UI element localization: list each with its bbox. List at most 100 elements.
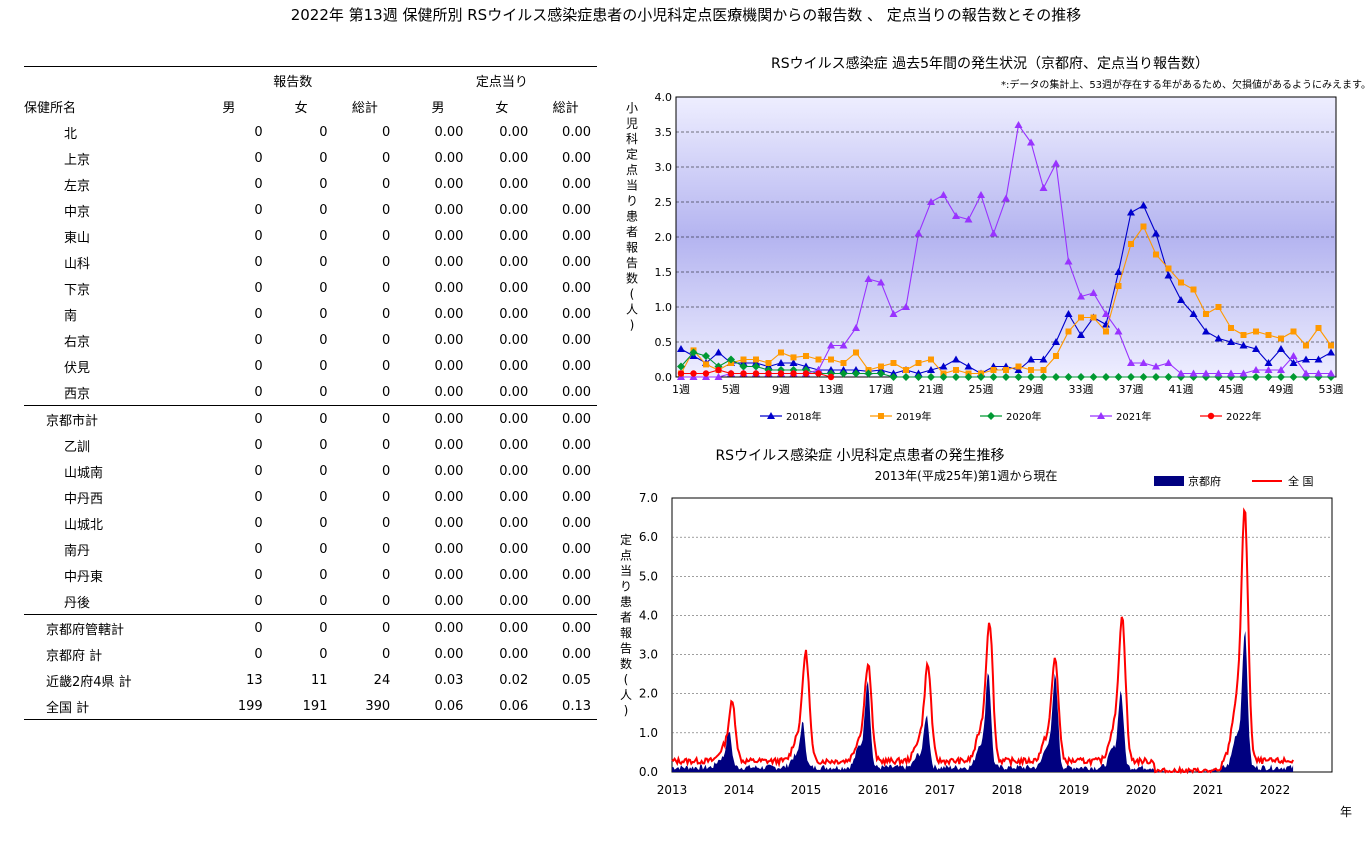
- row-value: 0: [381, 124, 391, 140]
- chart1-x-tick: 33週: [1069, 383, 1094, 396]
- table-row: 丹後 0 0 0 0.00 0.00 0.00: [24, 588, 597, 615]
- svg-text:者: 者: [626, 225, 638, 239]
- chart1-data-point: [964, 373, 973, 381]
- chart1-data-point: [1278, 335, 1284, 342]
- chart1-data-point: [1014, 121, 1023, 128]
- row-value: 0.00: [434, 202, 464, 218]
- chart1-data-point: [1289, 359, 1298, 366]
- chart2-y-tick: 2.0: [639, 687, 658, 701]
- table-row: 上京 0 0 0 0.00 0.00 0.00: [24, 145, 597, 171]
- chart1-data-point: [1065, 328, 1072, 335]
- chart1-data-point: [1077, 373, 1085, 381]
- chart1-data-point: [1102, 373, 1110, 381]
- svg-text:患: 患: [620, 595, 632, 609]
- row-value: 0: [381, 515, 391, 531]
- chart1-data-point: [1152, 229, 1160, 237]
- chart1-data-point: [740, 370, 747, 377]
- chart1-data-point: [1089, 373, 1098, 381]
- table-row: 山科 0 0 0 0.00 0.00 0.00: [24, 249, 597, 275]
- chart1-data-point: [1202, 327, 1210, 335]
- row-value: 0: [254, 124, 263, 140]
- chart1-data-point: [1178, 279, 1184, 286]
- row-value: 0.00: [499, 515, 529, 531]
- col-header-name: 保健所名: [24, 100, 77, 116]
- chart1-data-point: [915, 360, 922, 366]
- row-value: 0: [319, 176, 328, 192]
- chart1-data-point: [1064, 310, 1073, 317]
- chart1-data-point: [677, 370, 685, 377]
- svg-text:人: 人: [626, 303, 638, 317]
- chart2-title: RSウイルス感染症 小児科定点患者の発生推移: [715, 447, 1004, 464]
- row-value: 0: [254, 254, 263, 270]
- row-value: 0.00: [434, 541, 464, 557]
- chart1-data-point: [1090, 314, 1097, 321]
- chart1-data-point: [877, 369, 885, 378]
- chart1-data-point: [1027, 373, 1035, 381]
- chart1-data-point: [902, 303, 910, 310]
- row-value: 0.00: [562, 202, 591, 218]
- row-value: 0.00: [434, 124, 464, 140]
- chart1-data-point: [715, 366, 722, 374]
- svg-text:(: (: [630, 287, 635, 301]
- chart1-data-point: [1277, 345, 1285, 352]
- row-name: 山科: [64, 256, 91, 272]
- row-value: 0.00: [434, 646, 464, 662]
- row-value: 0.00: [469, 405, 535, 432]
- chart1-legend-marker: [987, 412, 995, 420]
- chart1-data-point: [1114, 327, 1123, 335]
- svg-text:(: (: [624, 673, 629, 687]
- chart1-data-point: [702, 370, 710, 377]
- chart2-y-tick: 7.0: [639, 491, 658, 505]
- chart1-data-point: [1302, 355, 1310, 363]
- row-value: 0: [319, 228, 328, 244]
- row-value: 0: [319, 202, 328, 218]
- chart1-x-tick: 49週: [1269, 383, 1294, 396]
- chart1-data-point: [802, 370, 810, 377]
- row-value: 13: [246, 672, 263, 688]
- chart1-data-point: [1103, 328, 1109, 335]
- svg-text:点: 点: [620, 549, 632, 563]
- chart1-data-point: [714, 348, 723, 356]
- chart1-data-point: [953, 367, 959, 373]
- chart1-data-point: [1177, 369, 1185, 377]
- chart1-data-point: [1227, 369, 1235, 377]
- chart1-data-point: [1077, 292, 1085, 300]
- col-header-total-rate: 総計: [552, 100, 579, 116]
- row-value: 0: [381, 567, 391, 583]
- table-row: 京都府管轄計 0 0 0 0.00 0.00 0.00: [24, 614, 597, 641]
- row-value: 0: [381, 280, 391, 296]
- svg-text:り: り: [620, 580, 632, 594]
- row-value: 0: [254, 228, 263, 244]
- chart1-y-tick: 0.0: [655, 371, 673, 384]
- table-row: 伏見 0 0 0 0.00 0.00 0.00: [24, 353, 597, 379]
- row-value: 0: [381, 332, 391, 348]
- row-value: 0: [381, 176, 391, 192]
- row-value: 0: [319, 124, 328, 140]
- col-header-female-rate: 女: [495, 100, 509, 116]
- chart2-x-tick: 2017: [925, 783, 956, 797]
- chart1-data-point: [790, 354, 797, 361]
- row-name: 京都府 計: [46, 648, 103, 664]
- chart1-data-point: [964, 215, 973, 223]
- row-name: 北: [64, 126, 78, 142]
- row-value: 0: [381, 384, 391, 400]
- row-value: 390: [333, 693, 397, 720]
- chart1-data-point: [1077, 331, 1085, 338]
- row-value: 0.00: [499, 463, 529, 479]
- row-name: 山城北: [64, 517, 104, 533]
- table-row: 西京 0 0 0 0.00 0.00 0.00: [24, 379, 597, 406]
- row-value: 0: [381, 489, 391, 505]
- chart1-data-point: [839, 341, 848, 349]
- report-table: 報告数 定点当り 保健所名 男 女 総計 男 女 総計 北 0 0 0 0.00 0.00…: [24, 66, 597, 720]
- chart1-data-point: [1277, 373, 1285, 381]
- row-value: 0: [381, 306, 391, 322]
- chart1-data-point: [1164, 359, 1173, 366]
- chart1-data-point: [1128, 241, 1134, 247]
- row-value: 0: [381, 437, 391, 453]
- chart2-plot-area: [671, 497, 1333, 773]
- row-value: 0.00: [562, 254, 591, 270]
- row-value: 0: [268, 614, 334, 641]
- chart1-data-point: [864, 275, 873, 282]
- page-title: 2022年 第13週 保健所別 RSウイルス感染症患者の小児科定点医療機関からの…: [290, 6, 1082, 24]
- column-header-row: 保健所名 男 女 総計 男 女 総計: [24, 93, 597, 119]
